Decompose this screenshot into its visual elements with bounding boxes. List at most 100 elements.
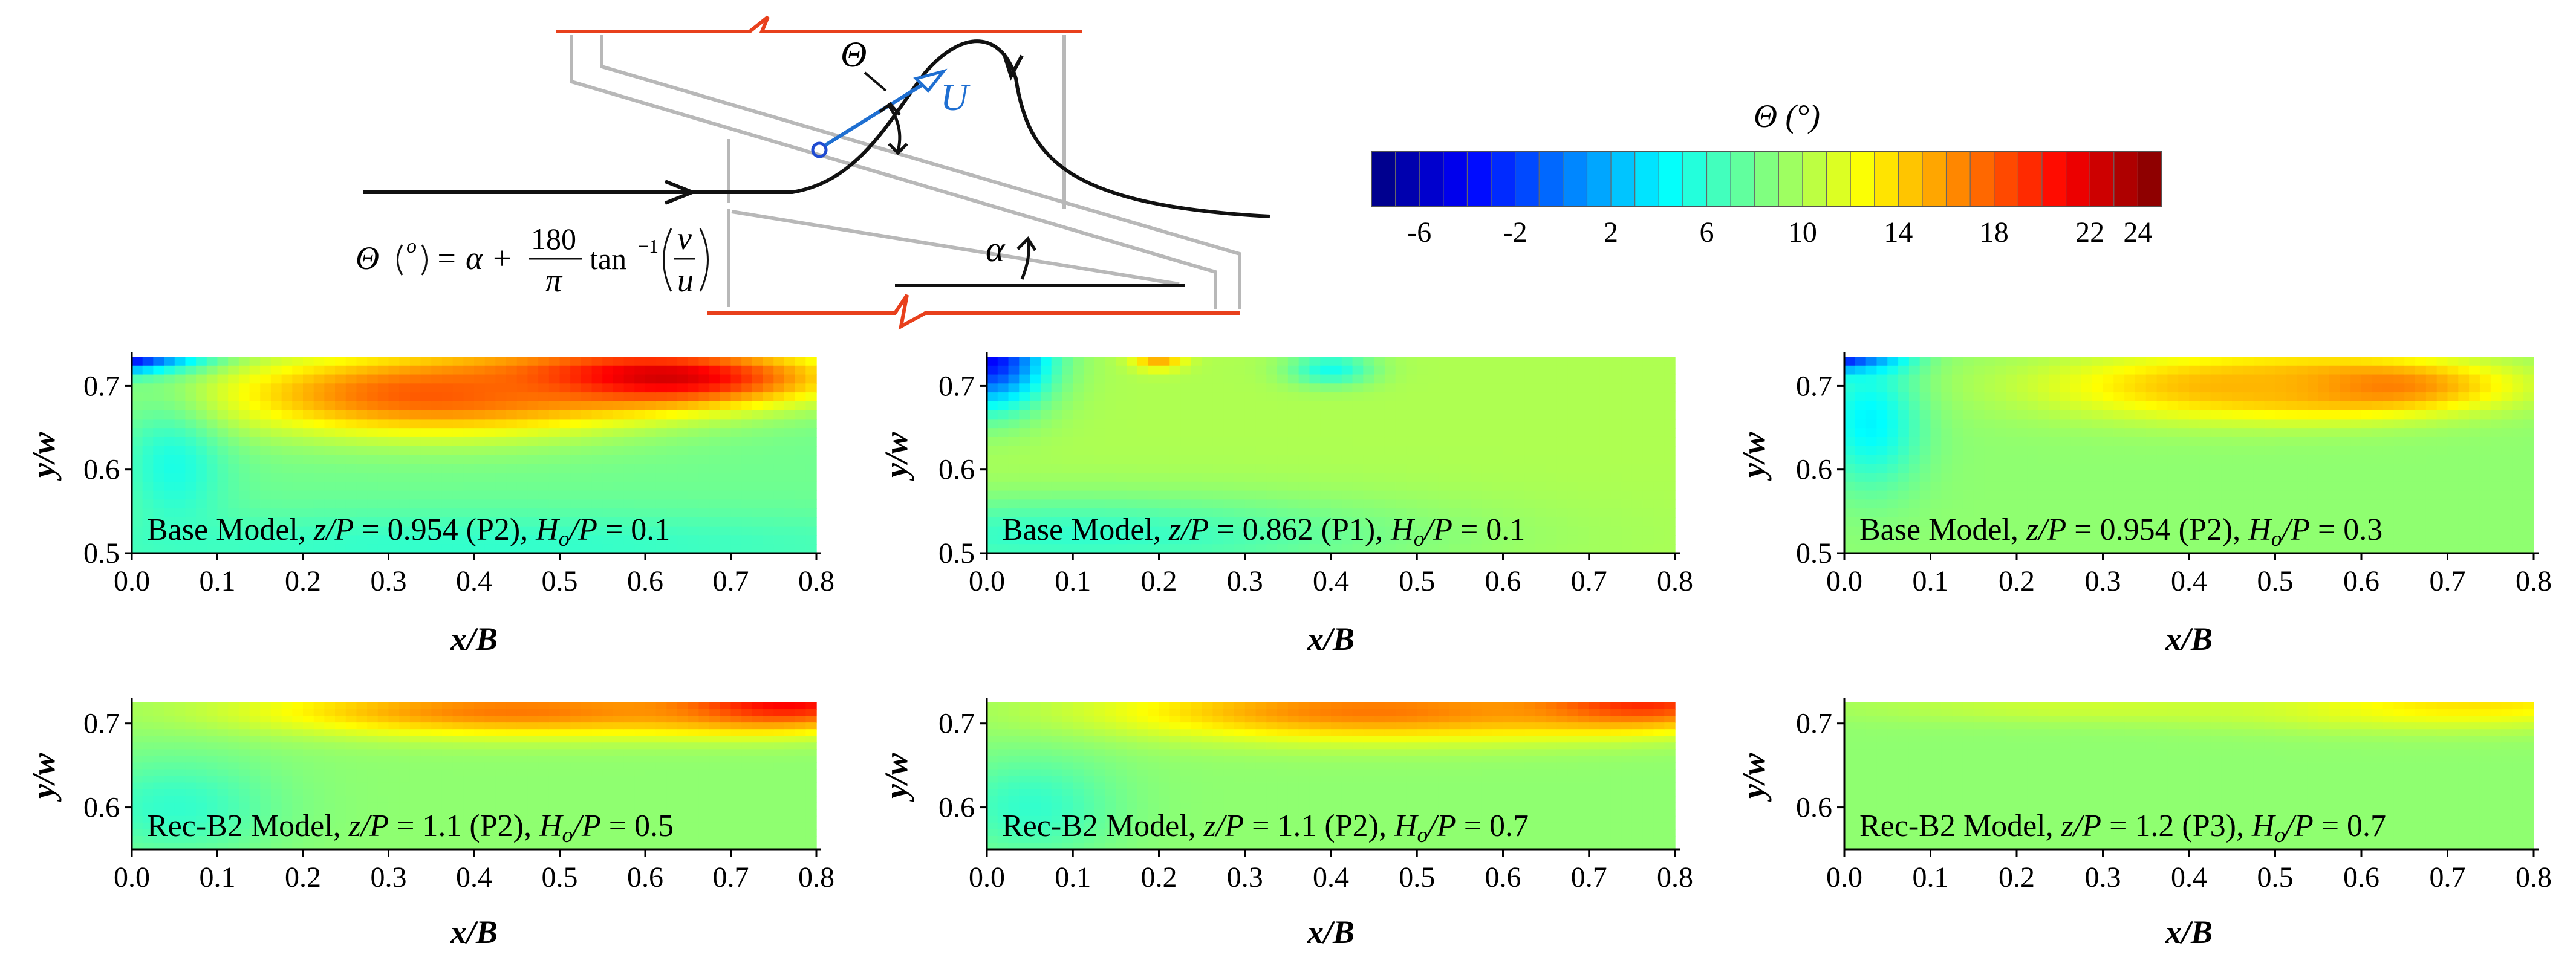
- heatmap-cell: [270, 410, 282, 420]
- heatmap-cell: [2350, 464, 2362, 473]
- heatmap-cell: [185, 383, 197, 393]
- heatmap-cell: [1589, 365, 1601, 375]
- heatmap-cell: [1094, 365, 1106, 375]
- heatmap-cell: [217, 526, 229, 536]
- heatmap-cell: [634, 517, 646, 527]
- heatmap-cell: [1148, 365, 1160, 375]
- heatmap-cell: [270, 517, 282, 527]
- heatmap-cell: [2393, 410, 2405, 420]
- heatmap-cell: [164, 756, 175, 763]
- heatmap-cell: [463, 365, 475, 375]
- heatmap-cell: [2264, 455, 2276, 464]
- heatmap-cell: [2264, 464, 2276, 473]
- heatmap-cell: [153, 517, 164, 527]
- heatmap-cell: [1223, 401, 1235, 411]
- heatmap-cell: [132, 829, 143, 837]
- heatmap-cell: [1642, 473, 1654, 482]
- caption-part: o: [1414, 527, 1425, 551]
- heatmap-cell: [645, 436, 657, 447]
- heatmap-cell: [452, 365, 464, 375]
- heatmap-cell: [345, 822, 357, 830]
- heatmap-cell: [1876, 544, 1888, 554]
- heatmap-cell: [164, 709, 175, 716]
- heatmap-cell: [377, 535, 389, 545]
- heatmap-cell: [2038, 410, 2050, 420]
- heatmap-cell: [324, 796, 336, 803]
- heatmap-cell: [474, 464, 486, 473]
- heatmap-cell: [142, 709, 154, 716]
- heatmap-cell: [324, 436, 336, 447]
- heatmap-cell: [709, 464, 721, 473]
- heatmap-cell: [1524, 517, 1536, 527]
- heatmap-cell: [1930, 517, 1942, 527]
- heatmap-cell: [1610, 464, 1622, 473]
- heatmap-cell: [987, 392, 998, 402]
- heatmap-cell: [1320, 428, 1332, 438]
- heatmap-cell: [2049, 436, 2060, 447]
- heatmap-cell: [1876, 499, 1888, 509]
- heatmap-cell: [634, 401, 646, 411]
- heatmap-cell: [2253, 481, 2265, 491]
- heatmap-cell: [1503, 401, 1514, 411]
- heatmap-cell: [1428, 410, 1439, 420]
- heatmap-cell: [2523, 428, 2534, 438]
- heatmap-cell: [2329, 508, 2341, 518]
- heatmap-cell: [1169, 374, 1181, 384]
- heatmap-cell: [548, 473, 561, 482]
- heatmap-cell: [2049, 419, 2060, 429]
- heatmap-cell: [228, 383, 239, 393]
- heatmap-cell: [1212, 365, 1224, 375]
- heatmap-cell: [2286, 410, 2297, 420]
- heatmap-cell: [2425, 526, 2438, 536]
- heatmap-cell: [805, 517, 817, 527]
- heatmap-cell: [1578, 517, 1590, 527]
- heatmap-cell: [2382, 499, 2395, 509]
- heatmap-cell: [164, 481, 175, 491]
- heatmap-cell: [345, 392, 357, 402]
- heatmap-cell: [474, 499, 486, 509]
- colorbar-cell: [1898, 151, 1923, 207]
- heatmap-cell: [1930, 392, 1942, 402]
- heatmap-cell: [463, 535, 475, 545]
- heatmap-cell: [2243, 383, 2254, 393]
- heatmap-cell: [1664, 410, 1676, 420]
- heatmap-cell: [2307, 357, 2319, 366]
- heatmap-cell: [2275, 464, 2287, 473]
- heatmap-cell: [1908, 544, 1921, 554]
- heatmap-cell: [377, 526, 389, 536]
- heatmap-cell: [1341, 374, 1353, 384]
- heatmap-cell: [2124, 357, 2136, 366]
- heatmap-cell: [2156, 392, 2168, 402]
- heatmap-cell: [527, 419, 539, 429]
- heatmap-cell: [655, 401, 668, 411]
- heatmap-cell: [2297, 428, 2308, 438]
- heatmap-cell: [335, 473, 346, 482]
- heatmap-cell: [516, 392, 529, 402]
- heatmap-cell: [2393, 508, 2405, 518]
- heatmap-cell: [2307, 428, 2319, 438]
- heatmap-cell: [335, 789, 346, 797]
- heatmap-cell: [2221, 455, 2233, 464]
- velocity-origin: [811, 141, 828, 158]
- heatmap-cell: [2340, 446, 2351, 456]
- heatmap-cell: [763, 517, 774, 527]
- heatmap-cell: [1995, 383, 2006, 393]
- heatmap-cell: [1664, 436, 1676, 447]
- heatmap-cell: [655, 392, 668, 402]
- heatmap-cell: [2199, 473, 2211, 482]
- heatmap-cell: [2070, 374, 2082, 384]
- heatmap-cell: [206, 782, 218, 790]
- heatmap-cell: [2329, 436, 2341, 447]
- heatmap-cell: [1051, 446, 1063, 456]
- heatmap-cell: [153, 428, 164, 438]
- heatmap-cell: [1417, 401, 1428, 411]
- heatmap-cell: [324, 535, 336, 545]
- heatmap-cell: [2361, 436, 2373, 447]
- heatmap-cell: [2318, 544, 2330, 554]
- heatmap-cell: [2425, 490, 2438, 501]
- heatmap-cell: [164, 716, 175, 723]
- heatmap-cell: [1952, 535, 1963, 545]
- heatmap-cell: [1642, 446, 1654, 456]
- heatmap-cell: [1887, 517, 1899, 527]
- heatmap-cell: [1567, 544, 1579, 554]
